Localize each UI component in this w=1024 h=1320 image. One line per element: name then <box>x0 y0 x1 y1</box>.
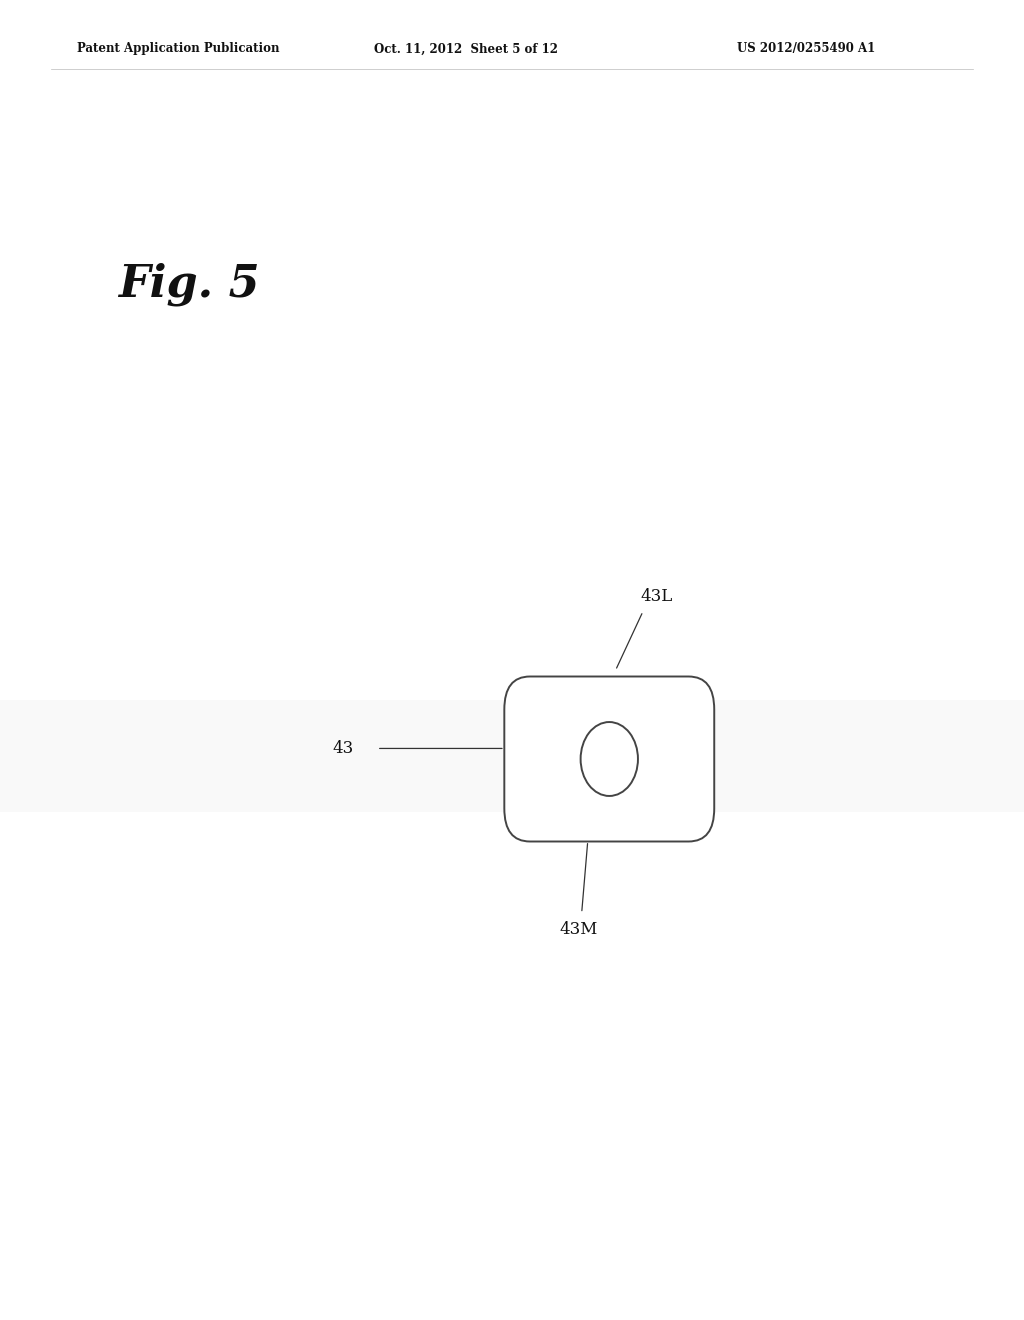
Text: Oct. 11, 2012  Sheet 5 of 12: Oct. 11, 2012 Sheet 5 of 12 <box>374 42 558 55</box>
Text: 43M: 43M <box>559 921 598 939</box>
Ellipse shape <box>581 722 638 796</box>
Text: 43: 43 <box>332 741 353 756</box>
Text: 43L: 43L <box>640 587 672 605</box>
FancyBboxPatch shape <box>504 676 715 842</box>
Text: US 2012/0255490 A1: US 2012/0255490 A1 <box>737 42 876 55</box>
Text: Fig. 5: Fig. 5 <box>118 263 259 305</box>
Text: Patent Application Publication: Patent Application Publication <box>77 42 280 55</box>
Bar <box>0 700 1024 812</box>
